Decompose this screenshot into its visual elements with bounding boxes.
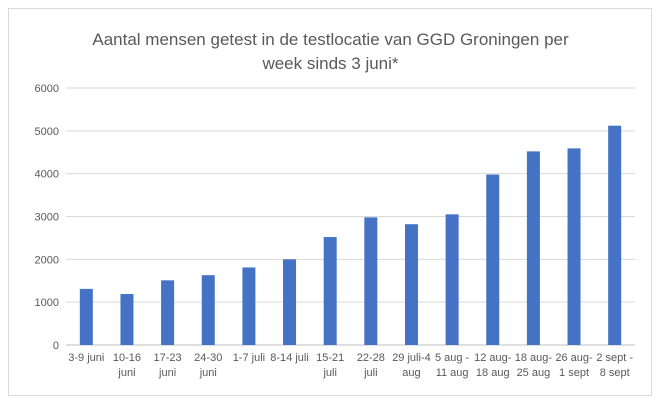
x-tick-label: 29 juli-4 aug (392, 352, 431, 379)
bar (201, 275, 215, 345)
x-tick-label-line: 17-23 (154, 352, 182, 364)
x-tick-label: 2 sept - 8 sept (596, 352, 633, 379)
x-tick-label-line: 15-21 (316, 352, 344, 364)
x-tick-label-line: 2 sept - (596, 352, 633, 364)
bar (323, 237, 337, 345)
x-tick-label-line: 3-9 juni (68, 352, 104, 364)
x-tick-label: 1-7 juli (233, 352, 265, 364)
x-tick-label: 18 aug- 25 aug (515, 352, 553, 379)
y-tick-label: 4000 (35, 169, 59, 181)
x-tick-label-line: juli (322, 367, 336, 379)
bar (567, 148, 581, 345)
x-tick-label: 5 aug - 11 aug (435, 352, 470, 379)
bar (283, 259, 297, 345)
bar (404, 224, 418, 345)
bar (526, 151, 540, 345)
y-tick-label: 6000 (35, 83, 59, 95)
x-tick-label-line: 18 aug- (515, 352, 553, 364)
y-tick-label: 3000 (35, 212, 59, 224)
x-tick-label: 12 aug- 18 aug (474, 352, 512, 379)
x-tick-label: 24-30 juni (194, 352, 222, 379)
bar (161, 280, 175, 345)
y-tick-label: 1000 (35, 297, 59, 309)
x-tick-label-line: 26 aug- (555, 352, 593, 364)
x-tick-label: 17-23 juni (154, 352, 182, 379)
x-tick-label: 26 aug- 1 sept (555, 352, 593, 379)
x-tick-label: 10-16 juni (113, 352, 141, 379)
y-tick-label: 2000 (35, 254, 59, 266)
x-tick-label-line: 12 aug- (474, 352, 512, 364)
x-tick-label-line: 8 sept (600, 367, 630, 379)
x-tick-label-line: 1 sept (559, 367, 589, 379)
chart-title-line-1: Aantal mensen getest in de testlocatie v… (92, 30, 569, 49)
x-tick-label-line: 1-7 juli (233, 352, 265, 364)
x-tick-label: 15-21 juli (316, 352, 344, 379)
x-tick-label-line: juni (117, 367, 135, 379)
chart-title: Aantal mensen getest in de testlocatie v… (0, 28, 661, 76)
x-axis-tick-labels: 3-9 juni 10-16 juni 17-23 juni 24-30 juni 1-7 j… (68, 352, 633, 379)
bars (79, 125, 622, 346)
x-tick-label: 3-9 juni (68, 352, 104, 364)
bar (79, 288, 93, 345)
x-tick-label-line: aug (402, 367, 420, 379)
x-tick-label-line: 8-14 juli (270, 352, 309, 364)
chart-title-line-2: week sinds 3 juni* (262, 54, 399, 73)
bar (608, 125, 622, 346)
x-tick-label-line: 29 juli-4 (392, 352, 431, 364)
x-tick-label-line: juni (199, 367, 217, 379)
x-tick-label-line: 10-16 (113, 352, 141, 364)
y-tick-label: 5000 (35, 126, 59, 138)
x-tick-label-line: juni (158, 367, 176, 379)
bar (486, 174, 500, 345)
bar (364, 217, 378, 345)
y-tick-label: 0 (53, 340, 59, 352)
x-tick-label-line: 22-28 (357, 352, 385, 364)
bar (242, 267, 256, 345)
x-tick-label: 22-28 juli (357, 352, 385, 379)
x-tick-label-line: juli (363, 367, 377, 379)
x-tick-label: 8-14 juli (270, 352, 309, 364)
gridlines (66, 87, 635, 346)
bar (445, 214, 459, 345)
x-tick-label-line: 24-30 (194, 352, 222, 364)
x-tick-label-line: 5 aug - (435, 352, 470, 364)
x-tick-label-line: 11 aug (436, 367, 469, 379)
x-tick-label-line: 18 aug (476, 367, 510, 379)
bar (120, 294, 134, 345)
y-axis-tick-labels: 0 1000 2000 3000 4000 5000 6000 (35, 83, 59, 352)
x-tick-label-line: 25 aug (517, 367, 551, 379)
